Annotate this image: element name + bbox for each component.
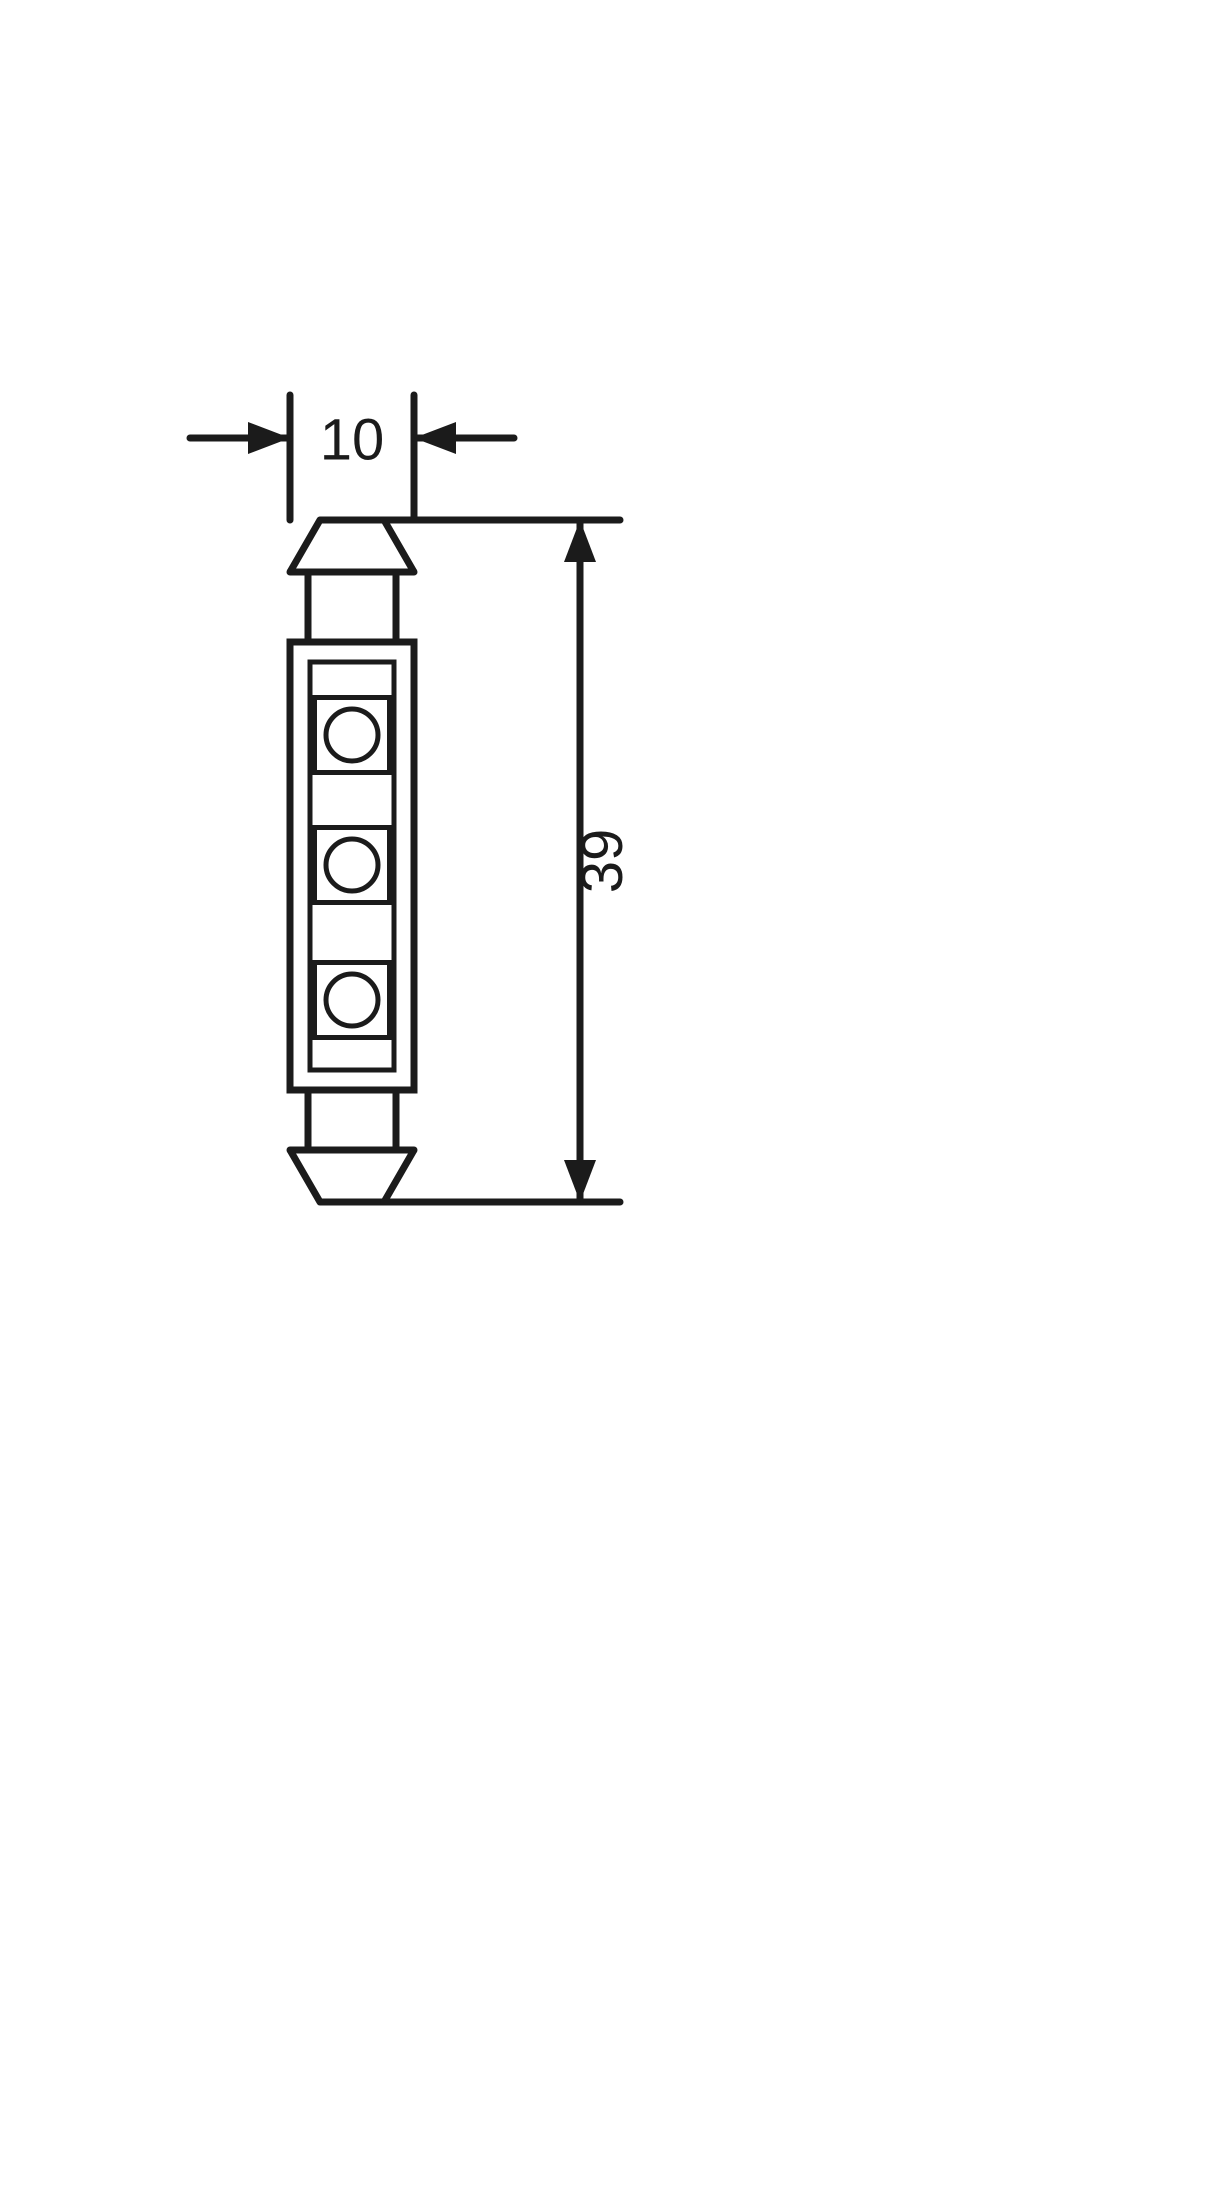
width-dimension-label: 10 <box>320 407 385 472</box>
height-dimension-label: 39 <box>570 829 635 894</box>
